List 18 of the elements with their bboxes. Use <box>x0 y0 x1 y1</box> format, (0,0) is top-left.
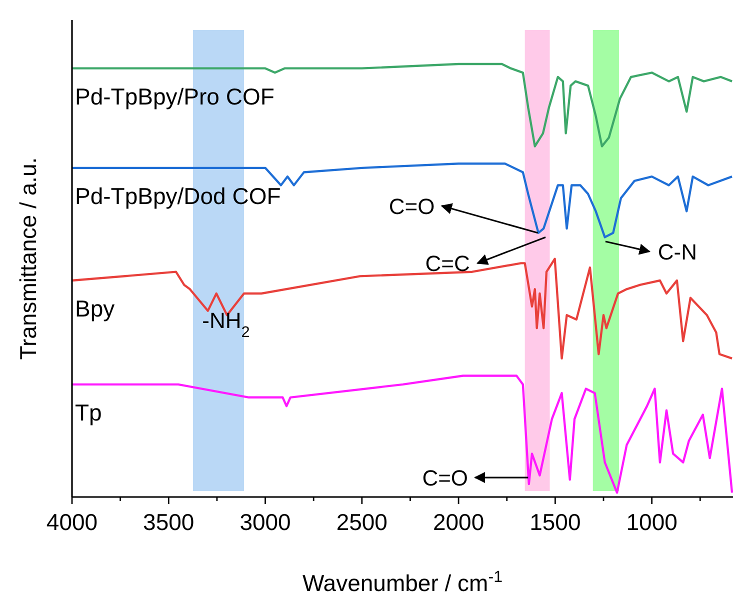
x-tick-label: 3000 <box>240 509 291 535</box>
annotation: C=O <box>388 194 435 219</box>
x-tick-label: 2000 <box>432 509 484 535</box>
series-label: Tp <box>75 399 102 426</box>
x-tick-label: 1500 <box>530 509 581 535</box>
x-tick-label: 3500 <box>143 509 194 535</box>
series-label: Pd-TpBpy/Pro COF <box>75 83 274 110</box>
x-tick-label: 4000 <box>46 509 98 535</box>
x-tick-label: 1000 <box>626 509 678 535</box>
annotation: C=C <box>425 251 470 276</box>
x-tick-label: 2500 <box>336 509 388 535</box>
annotation: C-N <box>658 240 697 265</box>
series-label: Bpy <box>75 296 116 322</box>
annotation: C=O <box>422 466 468 491</box>
x-axis-title: Wavenumber / cm$^{-1}$ <box>302 568 503 596</box>
annotation: -NH$_{2}$ <box>202 308 250 340</box>
series-label: Pd-TpBpy/Dod COF <box>75 182 281 209</box>
y-axis-title: Transmittance / a.u. <box>15 157 41 360</box>
